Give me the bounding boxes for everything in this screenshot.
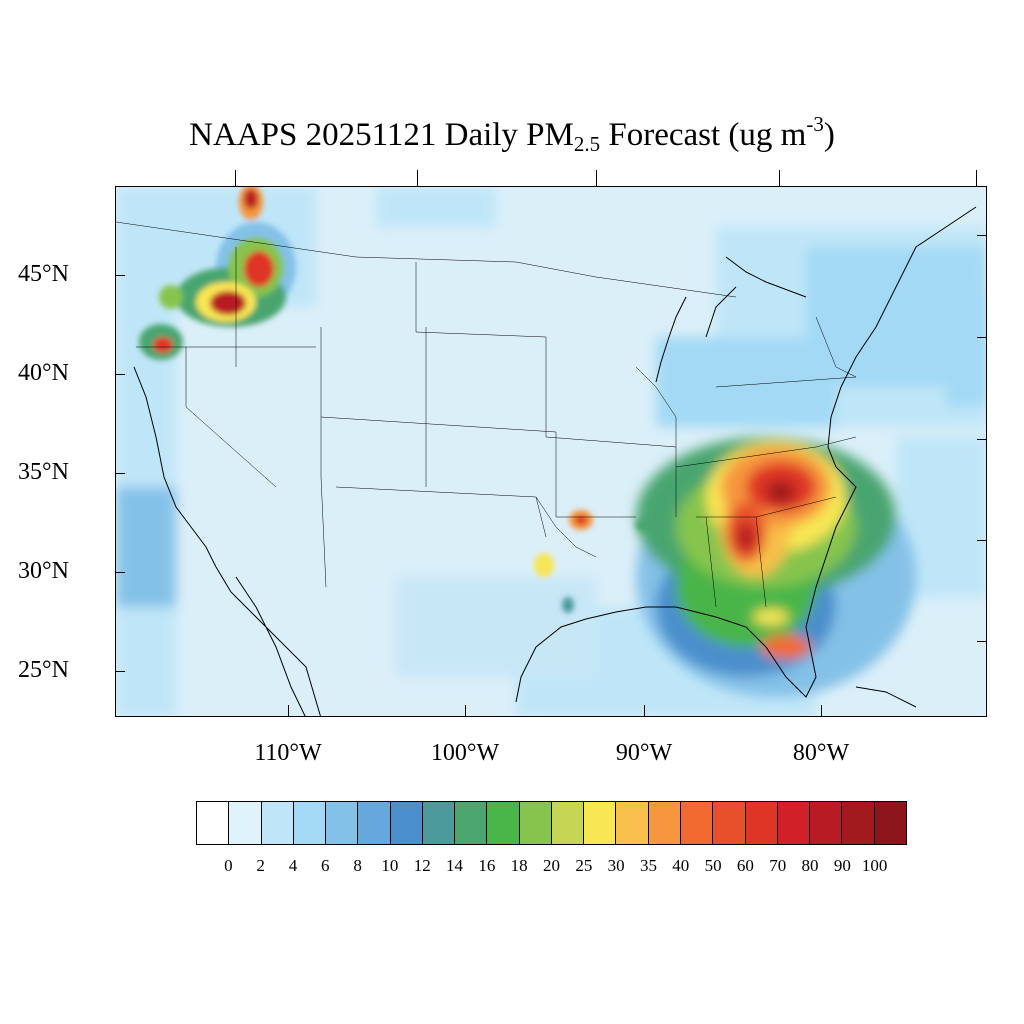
colorbar-label: 60: [736, 856, 754, 875]
tick-right-5: [977, 641, 987, 642]
tick-right-2: [977, 337, 987, 338]
colorbar-box: [810, 802, 843, 844]
lat-label-40n: 40°N: [18, 360, 69, 386]
tick-right-4: [977, 540, 987, 541]
tick-right-1: [977, 235, 987, 236]
tick-top-3: [596, 170, 597, 186]
tick-right-3: [977, 439, 987, 440]
tick-left-25: [115, 671, 125, 672]
colorbar-label: 12: [413, 856, 431, 875]
concentration-field-northwest: [139, 187, 296, 360]
tick-left-45: [115, 275, 125, 276]
colorbar-label: 0: [224, 856, 233, 875]
lat-label-30n: 30°N: [18, 558, 69, 584]
colorbar-box: [842, 802, 875, 844]
colorbar-label: 30: [607, 856, 625, 875]
colorbar-box: [390, 802, 423, 844]
colorbar-box: [326, 802, 359, 844]
colorbar-box: [777, 802, 811, 844]
colorbar-label: 40: [672, 856, 690, 875]
tick-left-30: [115, 572, 125, 573]
colorbar-label: 25: [575, 856, 593, 875]
colorbar-label: 8: [353, 856, 362, 875]
tick-bottom-90: [644, 705, 645, 717]
map-panel: [115, 186, 987, 717]
tick-top-5: [976, 170, 977, 186]
colorbar-box: [358, 802, 391, 844]
tick-bottom-110: [288, 705, 289, 717]
colorbar-box: [487, 802, 520, 844]
colorbar-label: 6: [321, 856, 330, 875]
colorbar-box: [648, 802, 681, 844]
colorbar-label: 4: [288, 856, 298, 875]
coastlines: [133, 206, 977, 716]
tick-top-2: [417, 170, 418, 186]
concentration-field-southeast: [636, 437, 916, 697]
lat-label-25n: 25°N: [18, 657, 69, 683]
lon-label-110w: 110°W: [254, 740, 322, 766]
colorbar-label: 35: [639, 856, 657, 875]
colorbar-label: 50: [704, 856, 722, 875]
colorbar-box: [455, 802, 488, 844]
colorbar-label: 100: [861, 856, 888, 875]
tick-bottom-80: [821, 705, 822, 717]
colorbar: [196, 801, 907, 845]
map-title: NAAPS 20251121 Daily PM2.5 Forecast (ug …: [189, 112, 835, 156]
tick-top-4: [779, 170, 780, 186]
tick-left-35: [115, 473, 125, 474]
colorbar-box: [616, 802, 649, 844]
colorbar-box: [519, 802, 552, 844]
colorbar-box: [293, 802, 327, 844]
colorbar-label: 18: [510, 856, 528, 875]
colorbar-box: [680, 802, 714, 844]
colorbar-box: [713, 802, 746, 844]
colorbar-box: [745, 802, 778, 844]
lon-label-90w: 90°W: [615, 740, 673, 766]
colorbar-box: [229, 802, 262, 844]
colorbar-label: 14: [446, 856, 464, 875]
borders: [116, 221, 857, 608]
colorbar-label: 70: [769, 856, 787, 875]
colorbar-label: 16: [478, 856, 496, 875]
lat-label-45n: 45°N: [18, 261, 69, 287]
colorbar-box: [261, 802, 294, 844]
colorbar-box: [197, 802, 230, 844]
lon-label-80w: 80°W: [792, 740, 850, 766]
colorbar-box: [422, 802, 456, 844]
colorbar-box: [584, 802, 617, 844]
colorbar-box: [551, 802, 585, 844]
tick-top-1: [235, 170, 236, 186]
colorbar-label: 2: [256, 856, 265, 875]
pm25-forecast-map: [116, 187, 986, 716]
lon-label-100w: 100°W: [430, 740, 500, 766]
concentration-field-low: [116, 187, 986, 716]
colorbar-label: 20: [543, 856, 560, 875]
tick-left-40: [115, 374, 125, 375]
tick-bottom-100: [465, 705, 466, 717]
lat-label-35n: 35°N: [18, 459, 69, 485]
colorbar-label: 10: [381, 856, 399, 875]
concentration-hotspots: [534, 510, 656, 613]
colorbar-label: 90: [833, 856, 851, 875]
colorbar-box: [874, 802, 906, 844]
colorbar-label: 80: [801, 856, 819, 875]
